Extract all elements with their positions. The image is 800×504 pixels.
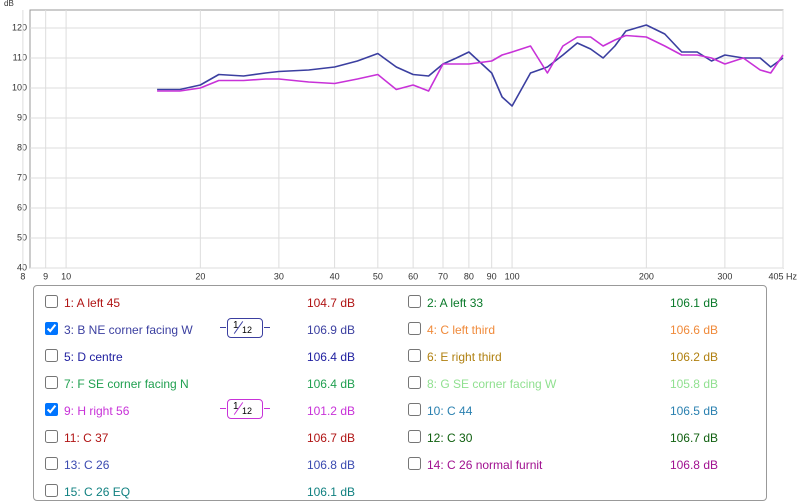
measurement-name: 12: C 30 xyxy=(427,431,473,445)
x-tick-label: 9 xyxy=(43,271,48,281)
checkbox[interactable] xyxy=(45,295,58,308)
measurement-level: 106.7 dB xyxy=(306,431,355,445)
y-tick-label: 60 xyxy=(17,202,27,212)
x-tick-label: 40 xyxy=(330,271,340,281)
x-tick-label: 100 xyxy=(505,271,520,281)
measurement-level: 106.8 dB xyxy=(306,458,355,472)
checkbox[interactable] xyxy=(45,376,58,389)
measurement-name: 9: H right 56 xyxy=(64,404,130,418)
measurement-name: 8: G SE corner facing W xyxy=(427,377,557,391)
measurement-row: 14: C 26 normal furnit 106.8 dB xyxy=(408,455,718,475)
measurement-row: 15: C 26 EQ 106.1 dB xyxy=(45,482,355,502)
measurement-name: 13: C 26 xyxy=(64,458,110,472)
smoothing-den: 12 xyxy=(242,325,253,335)
measurement-level: 106.4 dB xyxy=(306,377,355,391)
y-axis-label: dB xyxy=(4,0,14,8)
x-tick-label: 50 xyxy=(373,271,383,281)
measurement-name: 4: C left third xyxy=(427,323,496,337)
measurement-level: 106.9 dB xyxy=(306,323,355,337)
smoothing-num: 1 xyxy=(233,401,239,412)
measurement-row: 10: C 44 106.5 dB xyxy=(408,401,718,421)
series-line xyxy=(157,24,784,107)
measurement-row: 12: C 30 106.7 dB xyxy=(408,428,718,448)
checkbox[interactable] xyxy=(45,430,58,443)
measurement-name: 2: A left 33 xyxy=(427,296,484,310)
measurement-level: 104.7 dB xyxy=(306,296,355,310)
checkbox[interactable] xyxy=(45,322,58,335)
x-tick-label: 80 xyxy=(464,271,474,281)
measurement-row: 13: C 26 106.8 dB xyxy=(45,455,355,475)
measurement-row: 5: D centre 106.4 dB xyxy=(45,347,355,367)
chart: dB 40 50 60 70 80 90 100 110 120 8 9 10 20 30 40 50 60 70… xyxy=(4,0,797,281)
y-tick-label: 50 xyxy=(17,232,27,242)
measurement-name: 5: D centre xyxy=(64,350,123,364)
x-tick-label: 30 xyxy=(274,271,284,281)
smoothing-den: 12 xyxy=(242,406,253,416)
x-tick-label: 8 xyxy=(20,271,25,281)
checkbox[interactable] xyxy=(45,403,58,416)
checkbox[interactable] xyxy=(408,349,421,362)
measurement-level: 106.8 dB xyxy=(669,458,718,472)
x-tick-label: 300 xyxy=(717,271,732,281)
series-line xyxy=(157,34,784,92)
measurement-row: 11: C 37 106.7 dB xyxy=(45,428,355,448)
measurement-row: 7: F SE corner facing N 106.4 dB xyxy=(45,374,355,394)
measurement-name: 15: C 26 EQ xyxy=(64,485,131,499)
measurement-level: 106.1 dB xyxy=(669,296,718,310)
measurement-name: 1: A left 45 xyxy=(64,296,121,310)
measurement-level: 106.7 dB xyxy=(669,431,718,445)
y-tick-label: 100 xyxy=(12,82,27,92)
checkbox[interactable] xyxy=(408,295,421,308)
smoothing-badge: 1 12 xyxy=(220,399,270,419)
measurement-row: 1: A left 45 104.7 dB xyxy=(45,293,355,313)
measurement-name: 3: B NE corner facing W xyxy=(64,323,193,337)
x-tick-label: 70 xyxy=(438,271,448,281)
measurement-name: 11: C 37 xyxy=(64,431,109,445)
x-tick-label: 60 xyxy=(408,271,418,281)
measurement-row: 9: H right 56 101.2 dB 1 12 xyxy=(45,399,355,421)
measurement-row: 6: E right third 106.2 dB xyxy=(408,347,718,367)
measurement-name: 6: E right third xyxy=(427,350,502,364)
y-tick-label: 40 xyxy=(17,262,27,272)
y-tick-label: 90 xyxy=(17,112,27,122)
measurement-level: 106.5 dB xyxy=(669,404,718,418)
x-tick-label: 10 xyxy=(61,271,71,281)
y-tick-label: 70 xyxy=(17,172,27,182)
checkbox[interactable] xyxy=(408,376,421,389)
checkbox[interactable] xyxy=(408,457,421,470)
measurement-level: 106.6 dB xyxy=(669,323,718,337)
measurement-name: 7: F SE corner facing N xyxy=(64,377,189,391)
checkbox[interactable] xyxy=(45,457,58,470)
measurement-name: 10: C 44 xyxy=(427,404,473,418)
smoothing-num: 1 xyxy=(233,320,239,331)
measurement-row: 3: B NE corner facing W 106.9 dB 1 12 xyxy=(45,318,355,340)
measurement-level: 101.2 dB xyxy=(306,404,355,418)
measurement-level: 106.1 dB xyxy=(306,485,355,499)
smoothing-badge: 1 12 xyxy=(220,318,270,338)
measurement-panel: 1: A left 45 104.7 dB 2: A left 33 106.1 dB… xyxy=(33,285,767,501)
x-tick-label: 90 xyxy=(487,271,497,281)
measurement-row: 8: G SE corner facing W 105.8 dB xyxy=(408,374,718,394)
measurement-level: 106.2 dB xyxy=(669,350,718,364)
measurement-level: 106.4 dB xyxy=(306,350,355,364)
measurement-row: 2: A left 33 106.1 dB xyxy=(408,293,718,313)
measurement-level: 105.8 dB xyxy=(669,377,718,391)
measurement-row: 4: C left third 106.6 dB xyxy=(408,320,718,340)
x-tick-label: 405 Hz xyxy=(768,271,797,281)
checkbox[interactable] xyxy=(408,403,421,416)
checkbox[interactable] xyxy=(45,484,58,497)
y-tick-label: 110 xyxy=(13,52,27,62)
y-tick-label: 120 xyxy=(12,22,27,32)
y-tick-label: 80 xyxy=(17,142,27,152)
checkbox[interactable] xyxy=(408,322,421,335)
checkbox[interactable] xyxy=(45,349,58,362)
x-tick-label: 200 xyxy=(639,271,654,281)
measurement-name: 14: C 26 normal furnit xyxy=(427,458,543,472)
plot-area xyxy=(29,9,784,269)
x-tick-label: 20 xyxy=(195,271,205,281)
checkbox[interactable] xyxy=(408,430,421,443)
